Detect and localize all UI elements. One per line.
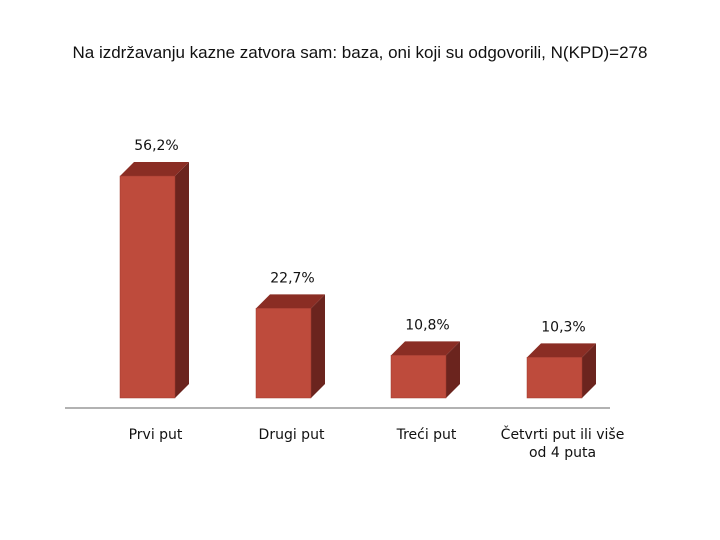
x-tick-label: Treći put xyxy=(396,427,457,443)
value-label: 10,3% xyxy=(541,319,585,335)
x-tick-label: Drugi put xyxy=(258,427,325,443)
bar-top xyxy=(527,343,596,358)
chart-title: Na izdržavanju kazne zatvora sam: baza, … xyxy=(72,43,648,62)
value-label: 22,7% xyxy=(270,270,314,286)
bar-top xyxy=(256,294,325,309)
bar-top xyxy=(120,162,189,177)
value-label: 56,2% xyxy=(134,138,178,154)
value-label: 10,8% xyxy=(405,317,449,333)
bar-side xyxy=(582,343,596,398)
bar-side xyxy=(446,341,460,398)
bar xyxy=(119,175,176,399)
bar-side xyxy=(175,162,189,398)
bar-top xyxy=(391,341,460,356)
bar xyxy=(390,355,447,399)
x-tick-label: Prvi put xyxy=(128,427,183,443)
bar xyxy=(255,308,312,399)
bar xyxy=(526,357,583,399)
bar-side xyxy=(311,294,325,398)
x-tick-label: Četvrti put ili više od 4 puta xyxy=(500,427,625,461)
